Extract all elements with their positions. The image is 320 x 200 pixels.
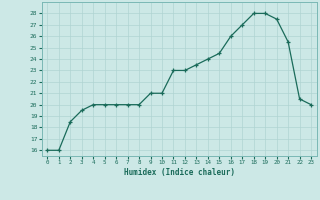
X-axis label: Humidex (Indice chaleur): Humidex (Indice chaleur)	[124, 168, 235, 177]
